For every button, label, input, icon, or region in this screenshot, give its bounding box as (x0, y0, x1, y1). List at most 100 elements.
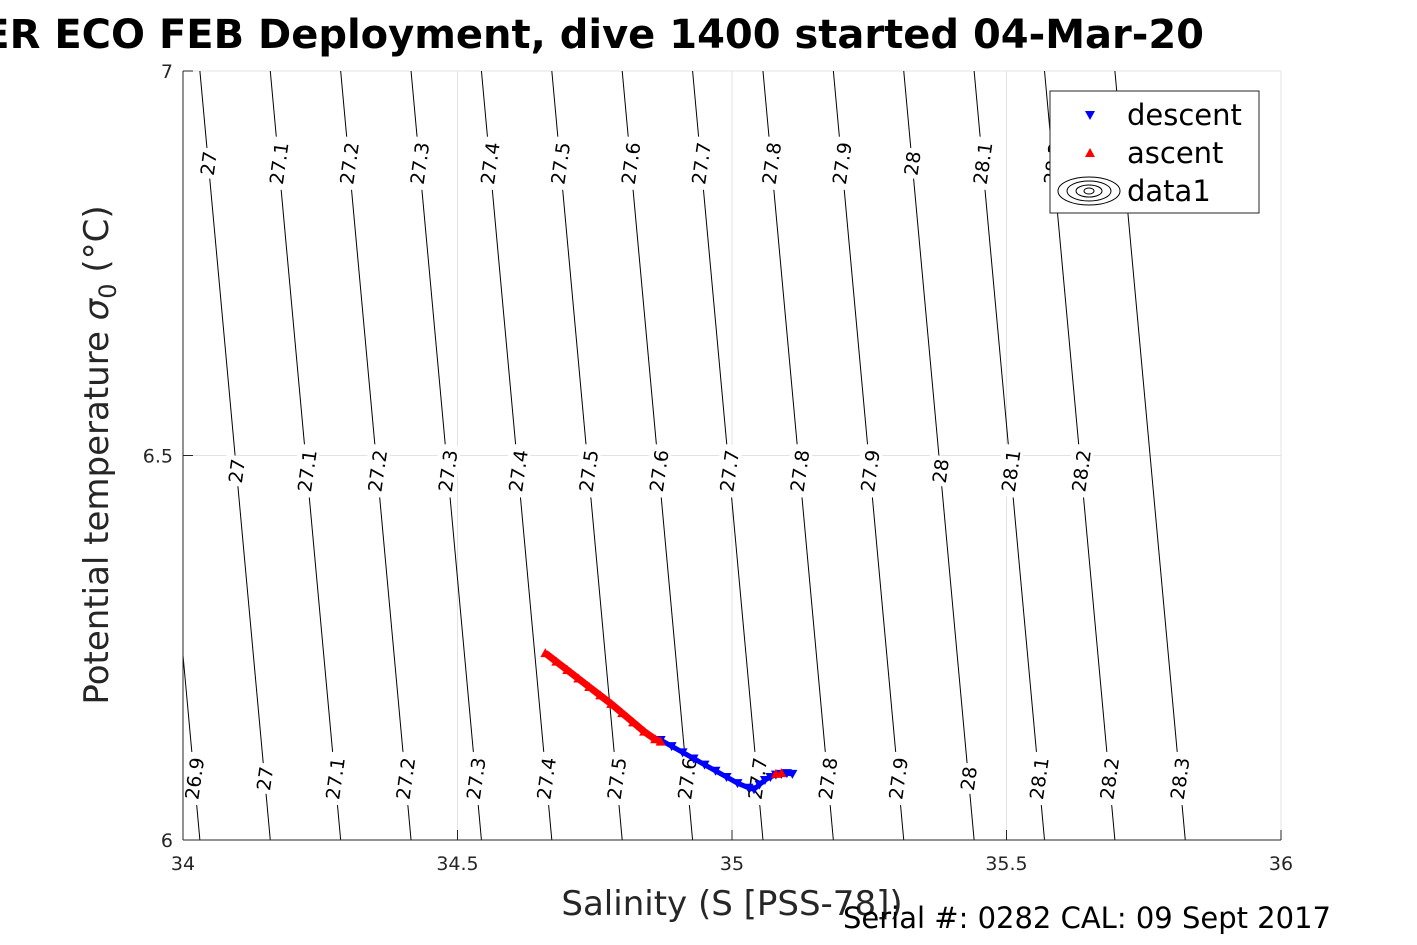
contour-label-bg (263, 135, 293, 191)
contour-label-bg (882, 751, 912, 806)
contour-label: 27.7 (685, 135, 716, 191)
contour-label: 27 (222, 454, 250, 488)
legend-contour-icon (1057, 176, 1121, 206)
contour-label: 27.2 (361, 443, 392, 499)
chart-title: TER ECO FEB Deployment, dive 1400 starte… (0, 12, 1204, 58)
contour-label-bg (530, 751, 560, 806)
axes: 34 34.5 35 35.5 36 6 6.5 7 (143, 61, 1293, 875)
contour-label: 28.3 (1164, 751, 1194, 806)
contour-label-text: 27 (225, 458, 250, 485)
contour-label-bg (403, 135, 434, 191)
contour-label-bg (222, 454, 249, 488)
ascent-trace (543, 650, 662, 745)
contour-label-bg (460, 751, 490, 806)
contour-label: 27.1 (263, 135, 294, 191)
contour-label-bg (291, 443, 321, 499)
contour-label-bg (333, 135, 363, 191)
contour-label-bg (954, 761, 981, 795)
contour-label: 27.5 (601, 751, 631, 806)
contour-label-bg (250, 761, 277, 795)
y-axis-label-sigma: σ (77, 297, 117, 320)
contour-label-bg (194, 146, 221, 180)
isopycnal-28 (903, 71, 975, 840)
contour-label-bg (926, 454, 953, 488)
contour-label-bg (741, 751, 771, 806)
contour-label: 27.5 (572, 443, 603, 499)
contour-label-bg (826, 135, 856, 191)
contour-label: 28 (926, 454, 954, 488)
contour-label: 27.5 (544, 135, 575, 191)
y-axis-label-unit: (°C) (77, 205, 117, 283)
contour-label-bg (178, 751, 208, 806)
contour-label-bg (671, 751, 701, 806)
legend-ascent-marker (1085, 148, 1095, 157)
y-axis-label: Potential temperature σ0 (°C) (77, 205, 122, 704)
contour-label: 27.8 (812, 751, 843, 806)
y-axis-label-subscript: 0 (94, 283, 122, 298)
legend-descent-marker (1085, 111, 1095, 120)
contour-label-bg (544, 135, 574, 191)
contour-label: 28.2 (1065, 443, 1096, 499)
contour-label: 27.4 (474, 135, 505, 191)
ascent-point (776, 768, 787, 778)
contour-label-bg (755, 135, 785, 191)
contour-label: 27.9 (882, 751, 913, 806)
contour-label-bg (784, 443, 814, 499)
contour-label-bg (713, 443, 743, 499)
contour-label-bg (1093, 751, 1123, 806)
contour-label: 27.4 (502, 443, 533, 499)
contour-label: 28 (954, 761, 982, 795)
contour-label-bg (615, 135, 645, 191)
contour-label: 26.9 (178, 751, 209, 806)
legend-data1-label: data1 (1127, 174, 1211, 208)
contour-label-text: 27 (253, 765, 278, 792)
x-tick-label: 35 (720, 853, 744, 875)
x-tick-label: 34.5 (436, 853, 478, 875)
contour-label: 27.4 (530, 751, 561, 806)
contour-label-bg (389, 751, 419, 806)
contour-label-bg (643, 443, 673, 499)
contour-label-bg (812, 751, 842, 806)
contour-label-bg (995, 443, 1025, 499)
contour-label-bg (1023, 751, 1053, 806)
contour-label: 27 (194, 146, 222, 180)
contour-label: 27.8 (755, 135, 786, 191)
contour-label-bg (361, 443, 391, 499)
contour-label-bg (502, 443, 532, 499)
contour-label-bg (898, 146, 925, 180)
x-tick-label: 34 (171, 853, 195, 875)
contour-label-bg (319, 751, 349, 806)
serial-cal-note: Serial #: 0282 CAL: 09 Sept 2017 (843, 901, 1331, 935)
contour-label: 28 (898, 146, 926, 180)
contour-label-bg (1065, 443, 1095, 499)
contour-label-bg (572, 443, 602, 499)
contour-label-bg (685, 135, 715, 191)
data-series (540, 648, 798, 795)
contour-label: 27.3 (403, 135, 434, 191)
contour-label-text: 28 (929, 458, 954, 485)
y-tick-label: 6 (161, 830, 173, 852)
contour-label-bg (474, 135, 504, 191)
contour-label-bg (601, 751, 631, 806)
contour-label-bg (1164, 751, 1194, 806)
x-tick-label: 36 (1269, 853, 1293, 875)
y-axis-label-main: Potential temperature (77, 320, 117, 704)
y-tick-label: 6.5 (143, 446, 173, 468)
isopycnal-27 (199, 71, 271, 840)
contour-label: 28.1 (1023, 751, 1054, 806)
legend-descent-label: descent (1127, 98, 1242, 132)
y-tick-label: 7 (161, 61, 173, 83)
contour-label: 27 (250, 761, 278, 795)
legend-ascent-label: ascent (1127, 136, 1223, 170)
legend: descent ascent data1 (1049, 90, 1260, 214)
contour-label-bg (967, 135, 997, 191)
series-ascent (540, 648, 787, 778)
contour-label: 27.8 (784, 443, 814, 499)
contour-label: 27.6 (615, 135, 645, 191)
isopycnal-26.9 (183, 649, 201, 840)
x-axis-label: Salinity (S [PSS-78]) (561, 884, 902, 924)
contour-label-text: 28 (957, 765, 982, 792)
contour-label: 28.2 (1093, 751, 1124, 806)
x-tick-label: 35.5 (985, 853, 1027, 875)
